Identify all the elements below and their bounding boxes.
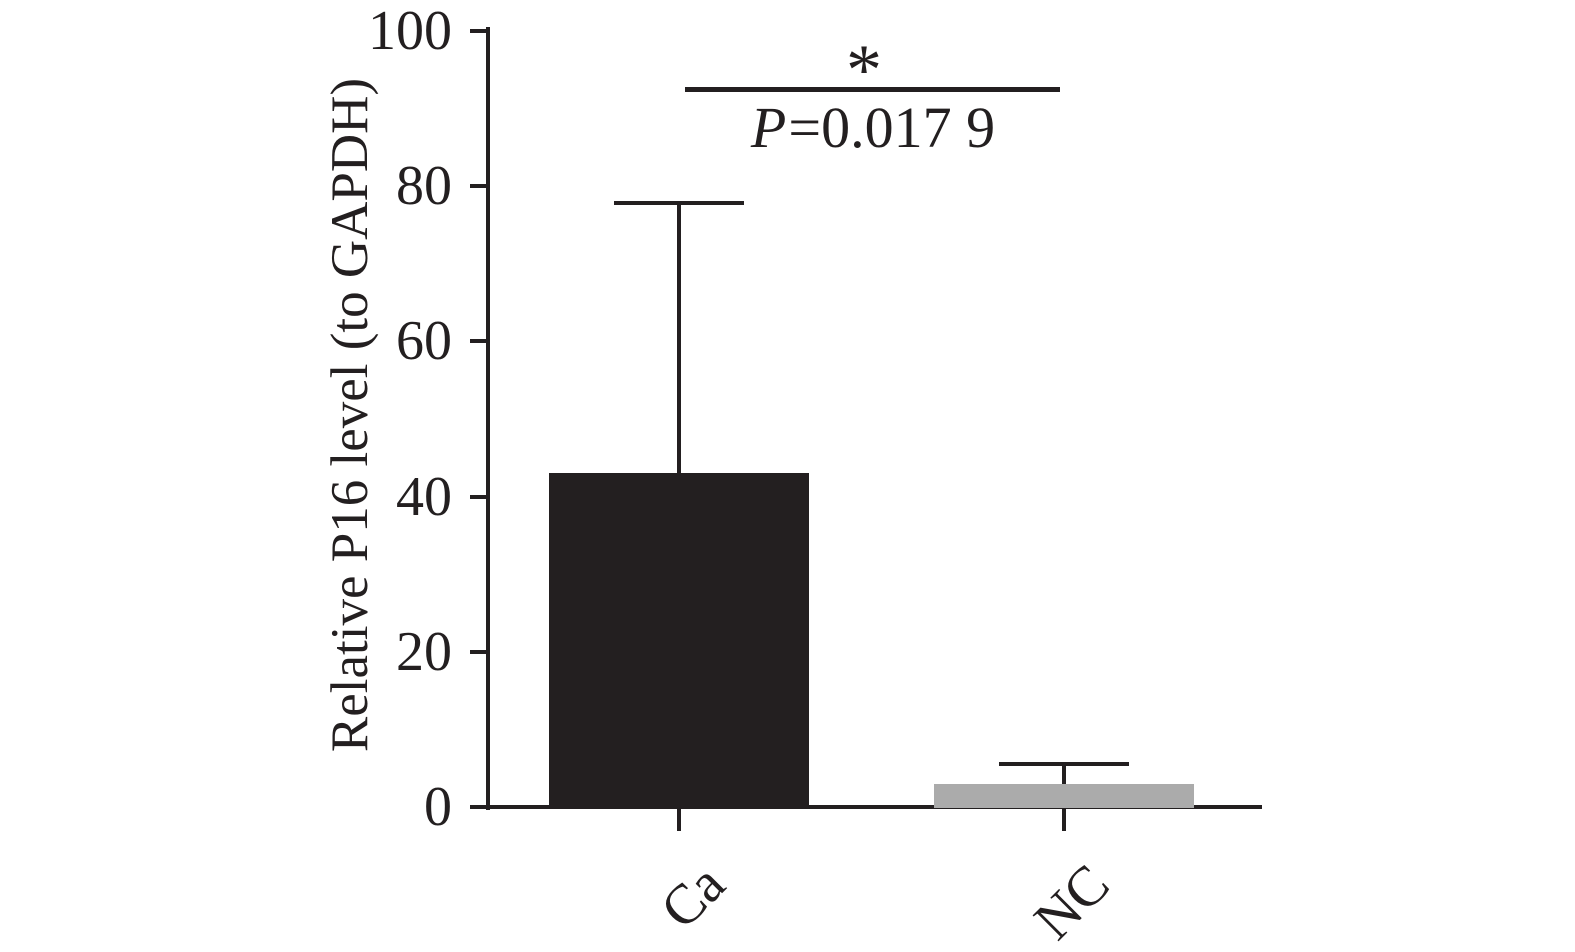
significance-bracket-line [685,87,1060,92]
y-tick-100 [470,29,487,33]
x-label-nc: NC [1022,852,1122,952]
error-bar-nc [1062,763,1066,787]
y-tick-40 [470,494,487,499]
y-axis-line [486,27,490,810]
y-tick-label-20: 20 [396,620,452,683]
error-bar-cap-ca [614,201,744,206]
y-tick-80 [470,184,487,189]
error-bar-cap-nc [999,761,1129,766]
error-bar-ca [677,203,681,477]
y-tick-20 [470,649,487,654]
x-tick-ca [677,809,681,831]
y-tick-0 [470,805,487,809]
y-tick-label-0: 0 [424,776,452,838]
p-value-symbol: P [750,95,787,160]
x-axis-line [486,805,1262,809]
x-label-ca: Ca [648,852,737,941]
significance-asterisk: * [846,30,882,110]
p-value-number: =0.017 9 [788,95,996,160]
x-tick-nc [1062,809,1066,831]
bar-ca [549,473,809,808]
y-tick-label-40: 40 [396,465,452,528]
bar-nc [934,783,1194,808]
y-tick-60 [470,339,487,344]
p-value-text: P=0.017 9 [751,99,995,157]
y-tick-label-60: 60 [396,310,452,373]
y-tick-label-80: 80 [396,155,452,218]
y-tick-label-100: 100 [368,0,452,62]
